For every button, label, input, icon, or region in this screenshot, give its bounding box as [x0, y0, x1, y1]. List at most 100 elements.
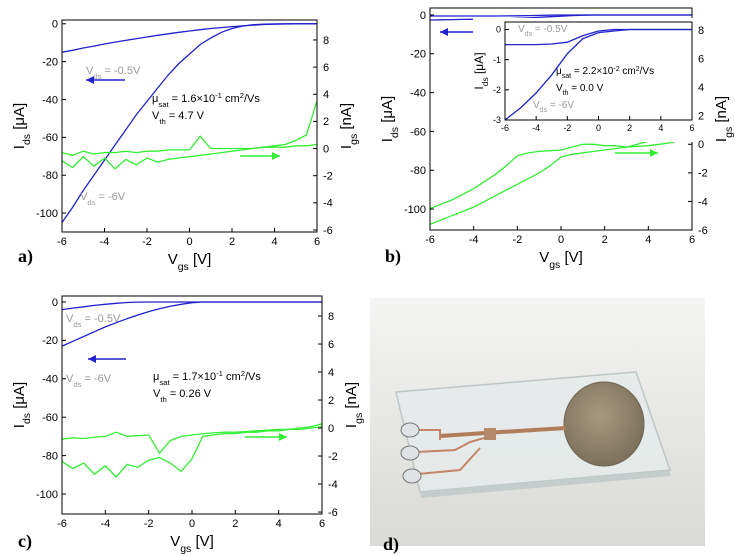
y-tick-label: -20 — [42, 56, 58, 68]
x-tick-label: 2 — [232, 518, 238, 530]
text-part: I — [472, 86, 486, 89]
x-tick-label: 0 — [558, 234, 564, 246]
text-part: V — [80, 191, 88, 203]
arrow-head — [440, 28, 448, 36]
x-tick-label: 6 — [689, 234, 695, 246]
x-tick-label: 4 — [271, 236, 277, 248]
y2-tick-label: -4 — [328, 479, 338, 491]
text-part: sat — [159, 378, 170, 387]
y-tick-label: 0 — [52, 19, 58, 31]
text-part: /Vs — [245, 371, 261, 383]
y-axis-title: Ids [μA] — [11, 103, 33, 149]
text-part: = 2.2×10 — [571, 66, 614, 77]
y2-tick-label: -2 — [323, 171, 333, 183]
y-axis-title: Ids [μA] — [472, 52, 490, 89]
x-tick-label: -2 — [144, 518, 154, 530]
x-tick-label: -4 — [469, 234, 479, 246]
x-tick-label: -6 — [501, 123, 509, 133]
y-tick-label: -80 — [410, 165, 426, 177]
text-part: [V] — [189, 251, 212, 268]
text-part: [μA] — [11, 103, 28, 134]
contact-pad — [400, 422, 420, 438]
text-part: ds — [21, 413, 33, 424]
text-part: = -6V — [81, 373, 111, 385]
data-line — [62, 23, 317, 53]
text-part: ds — [540, 107, 548, 114]
text-part: ds — [73, 320, 81, 329]
text-part: th — [563, 90, 569, 97]
y-tick-label: -100 — [36, 489, 58, 501]
y2-tick-label: 0 — [698, 139, 704, 151]
y-tick-label: -20 — [410, 49, 426, 61]
x-tick-label: 0 — [186, 236, 192, 248]
text-part: ds — [525, 31, 533, 38]
y2-tick-label: 8 — [328, 311, 334, 323]
x-axis-title: Vgs [V] — [170, 533, 214, 555]
annotation: Vds = -6V — [533, 100, 574, 114]
data-line — [505, 28, 692, 46]
x-tick-label: -4 — [100, 518, 110, 530]
arrow-head — [88, 355, 96, 363]
text-part: cm — [223, 371, 241, 383]
x-tick-label: 2 — [602, 234, 608, 246]
text-part: cm — [222, 93, 240, 105]
x-tick-label: 4 — [276, 518, 282, 530]
y-tick-label: -1 — [493, 55, 501, 65]
text-part: gs — [178, 261, 189, 273]
data-line — [430, 135, 692, 225]
y2-axis-title: Igs [nA] — [338, 103, 360, 149]
text-part: V — [153, 388, 161, 400]
text-part: gs — [549, 259, 560, 271]
text-part: gs — [348, 134, 360, 145]
text-part: th — [160, 395, 166, 404]
data-line — [62, 135, 317, 156]
y2-tick-label: 6 — [698, 53, 704, 65]
text-part: 2 — [240, 91, 244, 100]
text-part: V — [533, 100, 540, 111]
text-part: I — [343, 424, 360, 428]
text-part: [nA] — [338, 103, 355, 134]
x-tick-label: -2 — [512, 234, 522, 246]
text-part: V — [152, 110, 160, 122]
annotation: μsat = 1.6×10-1 cm2/Vs — [152, 91, 260, 109]
text-part: th — [159, 117, 165, 126]
x-tick-label: -4 — [532, 123, 540, 133]
y2-tick-label: 8 — [323, 35, 329, 47]
y-tick-label: 0 — [496, 25, 501, 35]
y-tick-label: -40 — [410, 87, 426, 99]
annotation: Vds = -0.5V — [86, 65, 141, 81]
text-part: ds — [93, 72, 101, 81]
x-tick-label: -6 — [57, 518, 67, 530]
text-part: I — [379, 138, 396, 142]
y2-tick-label: -4 — [323, 198, 333, 210]
contact-pad — [400, 445, 420, 461]
annotation: Vds = -0.5V — [66, 313, 121, 329]
x-tick-label: 4 — [658, 123, 663, 133]
text-part: [V] — [560, 249, 583, 266]
x-tick-label: 4 — [645, 234, 651, 246]
x-tick-label: -2 — [142, 236, 152, 248]
y-tick-label: -60 — [42, 132, 58, 144]
text-part: 2 — [636, 66, 640, 73]
text-part: = -6V — [547, 100, 574, 111]
y2-tick-label: 8 — [698, 25, 704, 37]
y2-tick-label: -4 — [698, 196, 708, 208]
y2-tick-label: 0 — [323, 143, 329, 155]
panel-label: c) — [18, 531, 32, 552]
text-part: V — [66, 373, 74, 385]
text-part: μ — [556, 66, 562, 77]
y2-tick-label: -6 — [328, 507, 338, 519]
annotation: μsat = 1.7×10-1 cm2/Vs — [153, 369, 261, 387]
text-part: V — [168, 251, 178, 268]
text-part: [μA] — [472, 52, 486, 77]
text-part: = -0.5V — [532, 24, 568, 35]
text-part: gs — [180, 543, 191, 555]
text-part: μ — [153, 371, 159, 383]
x-tick-label: 0 — [596, 123, 601, 133]
arrow-head — [650, 149, 658, 157]
text-part: /Vs — [244, 93, 260, 105]
annotation: Vds = -6V — [66, 373, 112, 389]
arrow-head — [279, 433, 287, 441]
y-tick-label: -3 — [493, 115, 501, 125]
text-part: [nA] — [343, 382, 360, 413]
